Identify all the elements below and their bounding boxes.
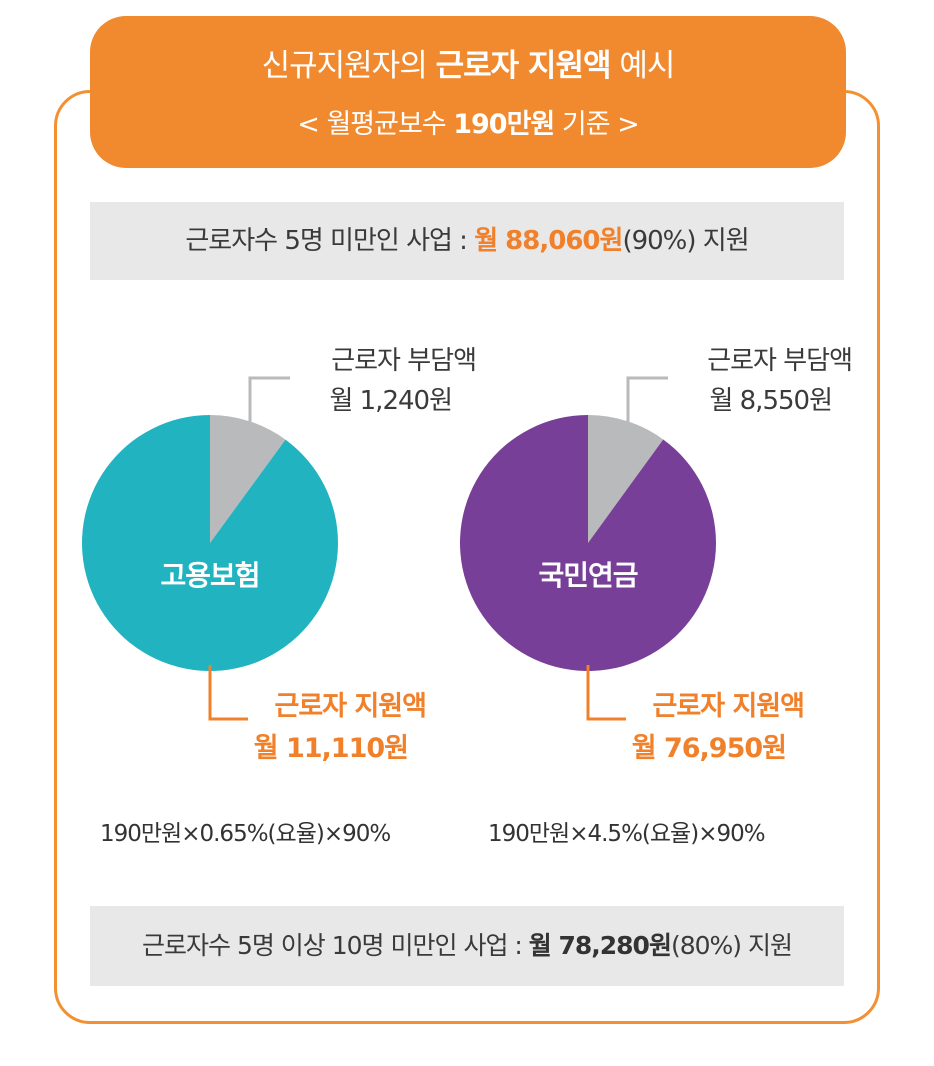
header-subtitle: < 월평균보수 190만원 기준 > xyxy=(90,102,846,141)
pie1-burden-label-line1: 근로자 부담액 xyxy=(707,346,853,376)
pie0-formula: 190만원×0.65%(요율)×90% xyxy=(100,821,391,847)
header-subtitle-pre: < 월평균보수 xyxy=(297,109,454,140)
pie1-center-label: 국민연금 xyxy=(538,559,638,592)
pie0-burden-label-line2: 월 1,240원 xyxy=(329,386,453,416)
bottom-bar-pre: 근로자수 5명 이상 10명 미만인 사업 : xyxy=(142,931,529,960)
bottom-bar-post: (80%) 지원 xyxy=(670,931,793,960)
pie1-slice-burden xyxy=(588,415,664,543)
pie0-slice-support xyxy=(82,415,338,671)
header-title-pre: 신규지원자의 xyxy=(261,48,436,84)
bottom-bar-highlight: 월 78,280원 xyxy=(528,931,672,960)
top-bar-pre: 근로자수 5명 미만인 사업 : xyxy=(185,226,475,256)
pie1-burden-label-line2: 월 8,550원 xyxy=(709,386,833,416)
pie1-support-label-line1: 근로자 지원액 xyxy=(652,691,805,722)
pie1-slice-support xyxy=(460,415,716,671)
header-subtitle-bold: 190만원 xyxy=(453,109,555,140)
pie0-center-label: 고용보험 xyxy=(160,559,260,592)
pie0-burden-label-line1: 근로자 부담액 xyxy=(331,346,477,376)
bottom-support-bar: 근로자수 5명 이상 10명 미만인 사업 : 월 78,280원(80%) 지… xyxy=(90,906,844,986)
header-banner: 신규지원자의 근로자 지원액 예시 < 월평균보수 190만원 기준 > xyxy=(90,16,846,168)
pie0-slice-burden xyxy=(210,415,286,543)
header-title: 신규지원자의 근로자 지원액 예시 xyxy=(90,40,846,85)
pie0-support-label-line1: 근로자 지원액 xyxy=(274,691,427,722)
pie1-support-label-line2: 월 76,950원 xyxy=(631,733,787,764)
pie0-burden-leader xyxy=(210,376,290,472)
pie1-formula: 190만원×4.5%(요율)×90% xyxy=(488,821,766,847)
pie0-support-label-line2: 월 11,110원 xyxy=(253,733,409,764)
header-title-post: 예시 xyxy=(610,48,675,84)
pie1-burden-leader xyxy=(588,376,668,472)
pie0-support-leader xyxy=(208,665,248,721)
top-bar-post: (90%) 지원 xyxy=(622,226,749,256)
header-title-bold: 근로자 지원액 xyxy=(435,48,612,84)
pie-chart-employment-insurance xyxy=(82,415,338,671)
top-support-bar: 근로자수 5명 미만인 사업 : 월 88,060원(90%) 지원 xyxy=(90,202,844,280)
pie-chart-national-pension xyxy=(460,415,716,671)
top-bar-highlight: 월 88,060원 xyxy=(474,226,623,256)
header-subtitle-post: 기준 > xyxy=(554,109,640,140)
pie1-support-leader xyxy=(586,665,626,721)
